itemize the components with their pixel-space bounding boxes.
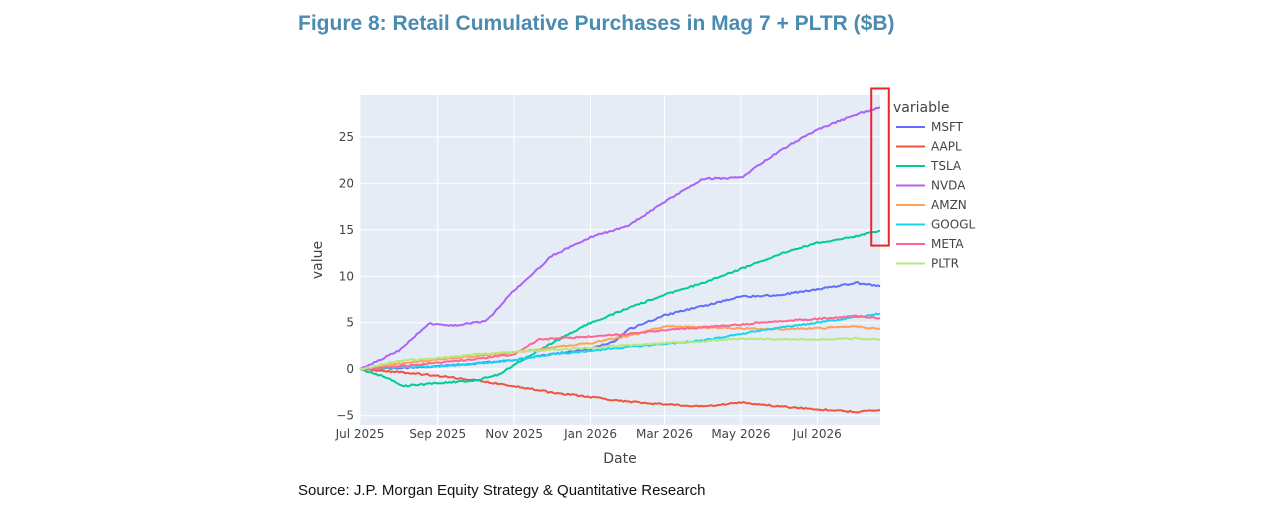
figure-title: Figure 8: Retail Cumulative Purchases in… (298, 12, 895, 35)
legend-label: TSLA (930, 159, 962, 173)
series-line-aapl (359, 368, 881, 414)
x-tick-label: Mar 2026 (636, 427, 693, 441)
y-axis-label: value (310, 241, 326, 279)
x-axis-label: Date (603, 451, 636, 467)
legend-label: AAPL (931, 140, 962, 154)
series-line-meta (359, 314, 881, 371)
legend-item-aapl[interactable]: AAPL (896, 140, 962, 154)
legend-item-nvda[interactable]: NVDA (896, 179, 966, 193)
legend-title: variable (893, 100, 949, 116)
y-tick-label: −5 (336, 409, 354, 423)
legend-item-msft[interactable]: MSFT (896, 120, 964, 134)
legend-label: AMZN (931, 198, 967, 212)
legend-label: MSFT (931, 120, 964, 134)
series-line-googl (359, 312, 881, 371)
series-line-pltr (359, 336, 881, 371)
x-tick-label: Jul 2025 (335, 427, 385, 441)
legend-item-pltr[interactable]: PLTR (896, 257, 959, 271)
source-note: Source: J.P. Morgan Equity Strategy & Qu… (298, 482, 706, 499)
y-tick-label: 0 (346, 362, 354, 376)
legend: variable MSFT AAPL TSLA NVDA AMZN GOOGL META PL… (893, 100, 975, 271)
legend-label: PLTR (931, 257, 959, 271)
x-axis-ticks: Jul 2025 Sep 2025 Nov 2025 Jan 2026 Mar 2026… (335, 427, 842, 441)
legend-item-googl[interactable]: GOOGL (896, 218, 975, 232)
y-tick-label: 5 (346, 316, 354, 330)
y-tick-label: 15 (339, 223, 354, 237)
highlight-box (870, 87, 890, 247)
y-axis-ticks: −5 0 5 10 15 20 25 (336, 130, 354, 423)
series-line-tsla (359, 229, 881, 388)
series-line-nvda (359, 106, 881, 371)
x-tick-label: Jul 2026 (792, 427, 842, 441)
x-tick-label: Sep 2025 (409, 427, 466, 441)
x-tick-label: Nov 2025 (485, 427, 543, 441)
legend-item-amzn[interactable]: AMZN (896, 198, 967, 212)
x-tick-label: Jan 2026 (563, 427, 617, 441)
y-tick-label: 10 (339, 269, 354, 283)
legend-label: META (931, 237, 964, 251)
legend-label: GOOGL (931, 218, 975, 232)
y-tick-label: 20 (339, 176, 354, 190)
y-tick-label: 25 (339, 130, 354, 144)
series-lines (359, 106, 881, 414)
legend-item-meta[interactable]: META (896, 237, 964, 251)
legend-item-tsla[interactable]: TSLA (896, 159, 962, 173)
legend-label: NVDA (931, 179, 966, 193)
x-tick-label: May 2026 (711, 427, 770, 441)
